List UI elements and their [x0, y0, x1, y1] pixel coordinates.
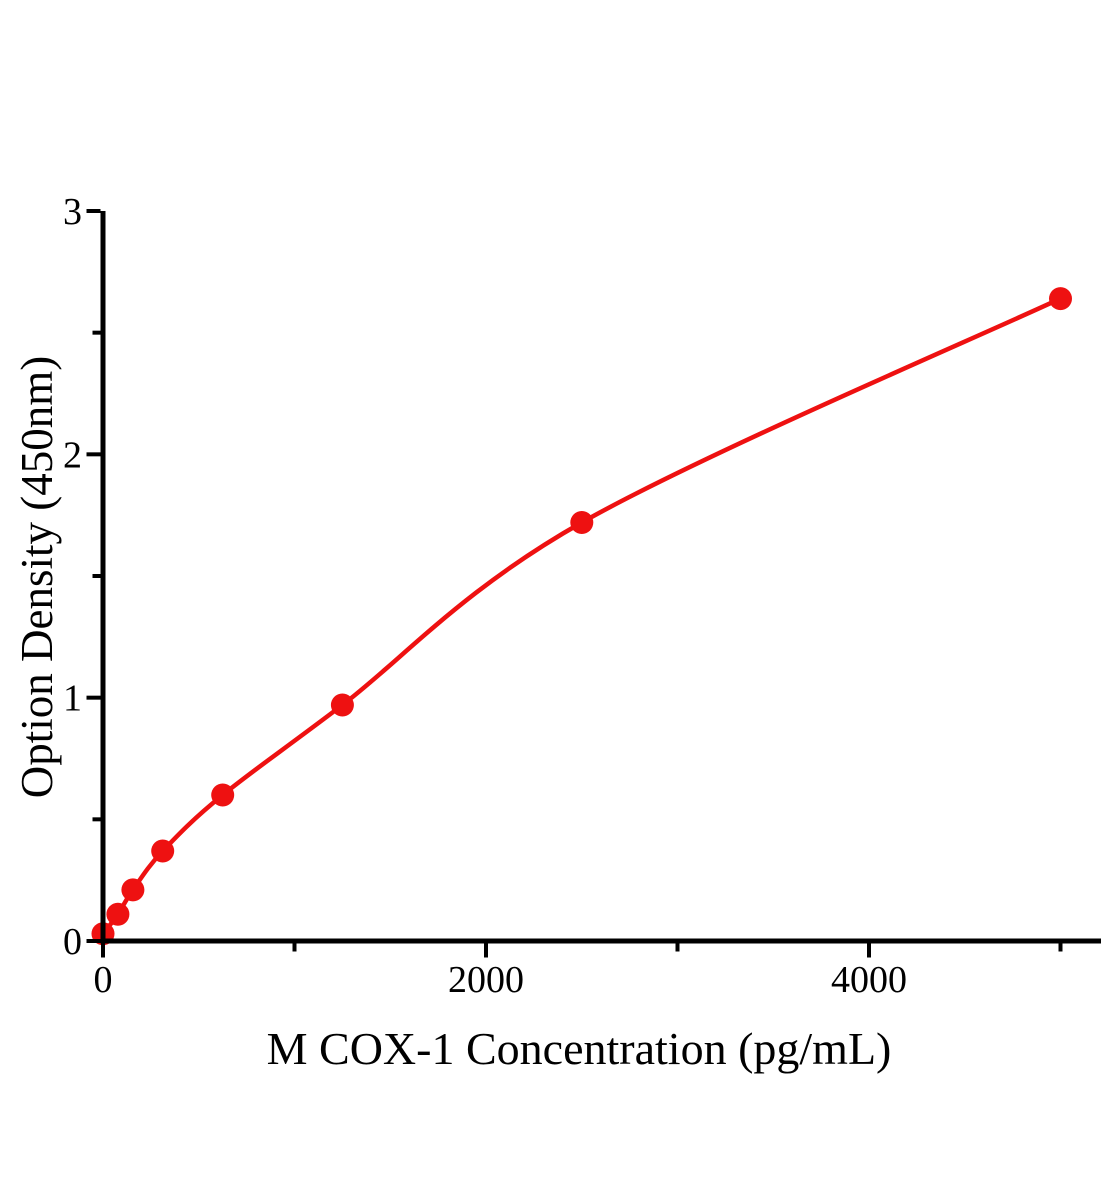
- x-axis-title: M COX-1 Concentration (pg/mL): [266, 1023, 892, 1074]
- data-point: [106, 902, 130, 926]
- x-tick-label: 2000: [448, 959, 524, 1001]
- y-tick-label: 3: [63, 191, 82, 233]
- data-point: [1049, 287, 1072, 311]
- y-tick-label: 2: [63, 434, 82, 476]
- y-tick-label: 1: [63, 678, 82, 720]
- y-axis-title: Option Density (450nm): [12, 355, 62, 799]
- data-point: [570, 511, 594, 534]
- x-tick-label: 0: [94, 959, 113, 1001]
- x-tick-label: 4000: [831, 959, 907, 1001]
- y-tick-label: 0: [63, 921, 82, 963]
- data-point: [121, 878, 145, 902]
- data-point: [211, 783, 235, 807]
- data-point: [330, 693, 354, 717]
- data-point: [151, 839, 175, 863]
- fit-curve: [100, 296, 1063, 936]
